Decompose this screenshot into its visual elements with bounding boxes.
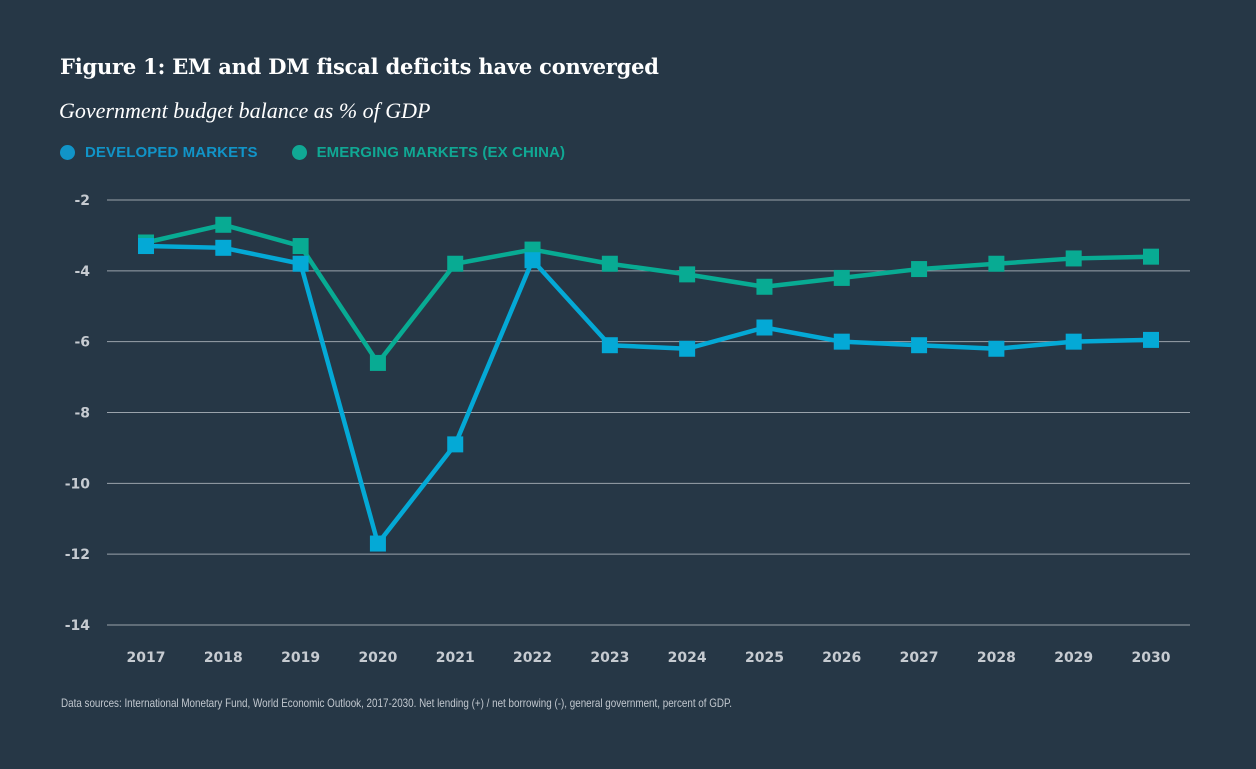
data-point-marker — [679, 340, 696, 357]
legend-dot-icon — [291, 145, 307, 160]
x-tick-label: 2025 — [745, 650, 784, 666]
data-point-marker — [1065, 333, 1082, 350]
data-point-marker — [524, 252, 541, 269]
data-point-marker — [215, 239, 232, 256]
y-tick-label: -10 — [65, 476, 91, 492]
legend-item-developed: DEVELOPED MARKETS — [60, 144, 258, 161]
legend: DEVELOPED MARKETS EMERGING MARKETS (EX C… — [60, 144, 599, 161]
data-point-marker — [988, 255, 1005, 272]
data-point-marker — [138, 238, 154, 255]
chart-title: Figure 1: EM and DM fiscal deficits have… — [60, 54, 659, 79]
data-point-marker — [988, 340, 1005, 357]
x-tick-label: 2026 — [822, 650, 861, 666]
data-point-marker — [447, 436, 464, 453]
y-tick-label: -6 — [74, 335, 90, 351]
data-point-marker — [369, 354, 386, 371]
data-point-marker — [911, 261, 928, 278]
legend-item-emerging: EMERGING MARKETS (EX CHINA) — [291, 144, 566, 161]
x-tick-label: 2019 — [281, 650, 320, 666]
y-tick-label: -2 — [74, 193, 90, 209]
data-point-marker — [1143, 331, 1159, 348]
y-tick-label: -8 — [74, 406, 90, 422]
data-point-marker — [447, 255, 464, 272]
x-tick-label: 2022 — [513, 650, 552, 666]
data-point-marker — [833, 269, 850, 286]
data-point-marker — [601, 337, 618, 354]
data-source-note: Data sources: International Monetary Fun… — [61, 696, 733, 710]
data-point-marker — [601, 255, 618, 272]
data-point-marker — [1065, 250, 1082, 267]
data-point-marker — [756, 278, 773, 295]
data-point-marker — [756, 319, 773, 336]
x-tick-label: 2028 — [977, 650, 1016, 666]
data-point-marker — [679, 266, 696, 283]
x-tick-label: 2030 — [1132, 650, 1171, 666]
legend-dot-icon — [60, 145, 75, 160]
data-point-marker — [833, 333, 850, 350]
x-tick-label: 2020 — [358, 650, 397, 666]
y-tick-label: -12 — [65, 547, 90, 563]
data-point-marker — [292, 238, 309, 255]
data-point-marker — [215, 216, 232, 233]
data-point-marker — [1143, 248, 1159, 265]
data-point-marker — [369, 535, 386, 552]
data-point-marker — [292, 255, 309, 272]
y-tick-label: -4 — [74, 264, 90, 280]
legend-label-emerging: EMERGING MARKETS (EX CHINA) — [316, 144, 566, 161]
y-tick-label: -14 — [65, 618, 91, 634]
series-line-emerging — [145, 222, 1152, 366]
x-tick-label: 2017 — [127, 650, 166, 666]
x-tick-label: 2018 — [204, 650, 243, 666]
series-line-developed — [145, 243, 1152, 546]
x-tick-label: 2023 — [590, 650, 629, 666]
data-point-marker — [911, 337, 928, 354]
chart-subtitle: Government budget balance as % of GDP — [59, 98, 431, 123]
x-tick-label: 2024 — [668, 650, 707, 666]
x-tick-label: 2027 — [900, 650, 939, 666]
x-tick-label: 2021 — [436, 650, 475, 666]
x-tick-label: 2029 — [1054, 650, 1093, 666]
legend-label-developed: DEVELOPED MARKETS — [85, 144, 258, 161]
